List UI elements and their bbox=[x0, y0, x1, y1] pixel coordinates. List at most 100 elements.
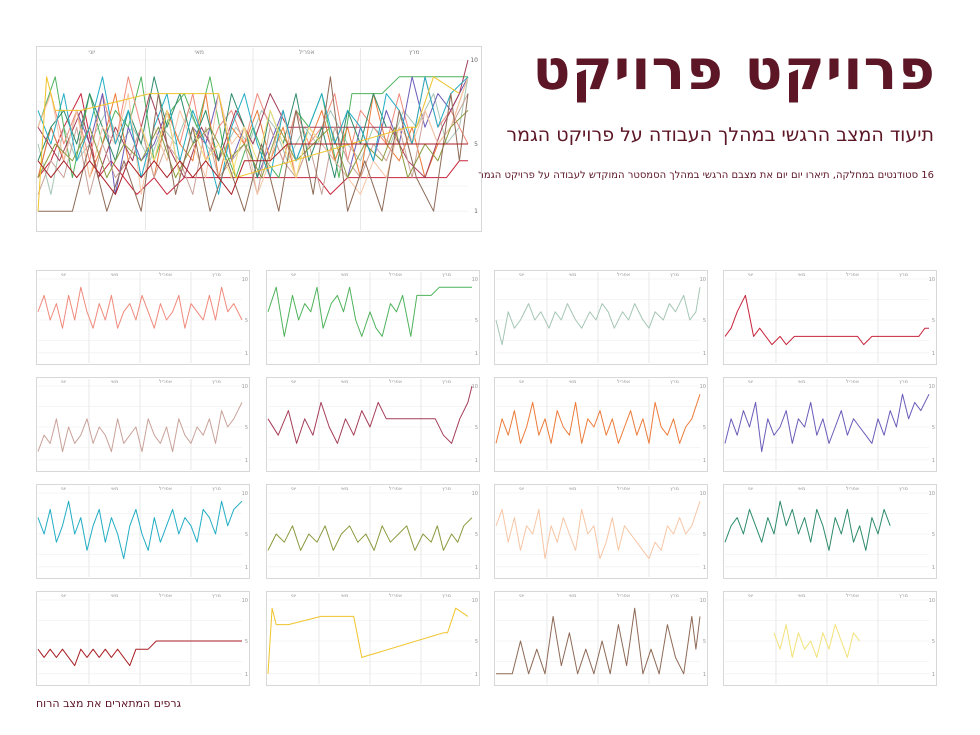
small-multiple-y-tick-label: 5 bbox=[475, 425, 478, 431]
small-multiple-y-tick-label: 5 bbox=[703, 318, 706, 324]
small-multiple-chart: מרץ אפריל מאי יוני 10 5 1 bbox=[36, 377, 250, 472]
small-multiple-y-tick-label: 10 bbox=[929, 491, 935, 497]
main-chart-series-line bbox=[37, 76, 460, 212]
small-multiple-y-tick-label: 5 bbox=[932, 318, 935, 324]
main-chart-month-label: מאי bbox=[195, 49, 204, 56]
small-multiple-month-label: מאי bbox=[341, 272, 349, 278]
small-multiple-series-line bbox=[724, 393, 930, 453]
small-multiple-frame bbox=[494, 484, 708, 579]
small-multiple-month-label: יוני bbox=[519, 486, 525, 492]
small-multiple-y-tick-label: 10 bbox=[472, 384, 478, 390]
small-multiple-month-label: אפריל bbox=[846, 486, 859, 492]
small-multiple-month-label: יוני bbox=[748, 272, 754, 278]
main-chart-y-tick-label: 1 bbox=[474, 208, 478, 215]
small-multiple-month-label: יוני bbox=[519, 593, 525, 599]
small-multiple-y-tick-label: 1 bbox=[475, 672, 478, 678]
small-multiple-month-label: מאי bbox=[798, 486, 806, 492]
small-multiple-month-label: אפריל bbox=[159, 379, 172, 385]
small-multiple-month-label: מרץ bbox=[212, 486, 221, 492]
small-multiple-frame bbox=[36, 377, 250, 472]
small-multiple-y-tick-label: 1 bbox=[245, 565, 248, 571]
small-multiple-month-label: אפריל bbox=[389, 272, 402, 278]
small-multiple-chart: מרץ אפריל מאי יוני 10 5 1 bbox=[494, 270, 708, 365]
small-multiple-y-tick-label: 10 bbox=[929, 598, 935, 604]
small-multiple-month-label: מאי bbox=[569, 272, 577, 278]
main-chart-y-tick-label: 10 bbox=[470, 57, 478, 64]
small-multiple-chart: מרץ אפריל מאי יוני 10 5 1 bbox=[494, 484, 708, 579]
combined-line-chart: מרץ אפריל מאי יוני 10 5 1 bbox=[36, 46, 482, 232]
small-multiple-y-tick-label: 1 bbox=[475, 351, 478, 357]
small-multiple-y-tick-label: 1 bbox=[703, 565, 706, 571]
small-multiple-series-line bbox=[37, 640, 242, 667]
small-multiple-month-label: אפריל bbox=[617, 379, 630, 385]
small-multiple-y-tick-label: 1 bbox=[703, 351, 706, 357]
main-chart-y-tick-label: 5 bbox=[474, 141, 478, 148]
small-multiple-chart: מרץ אפריל מאי יוני 10 5 1 bbox=[266, 377, 480, 472]
small-multiple-y-tick-label: 5 bbox=[245, 532, 248, 538]
main-chart-series-line bbox=[37, 110, 469, 179]
small-multiple-y-tick-label: 1 bbox=[245, 351, 248, 357]
small-multiple-month-label: יוני bbox=[61, 379, 67, 385]
small-multiple-month-label: יוני bbox=[748, 593, 754, 599]
small-multiple-chart: מרץ אפריל מאי יוני 10 5 1 bbox=[494, 377, 708, 472]
small-multiple-frame bbox=[723, 591, 937, 686]
small-multiple-month-label: מאי bbox=[341, 379, 349, 385]
small-multiple-y-tick-label: 10 bbox=[472, 491, 478, 497]
small-multiple-y-tick-label: 1 bbox=[245, 458, 248, 464]
small-multiple-y-tick-label: 5 bbox=[932, 532, 935, 538]
main-chart-month-label: מרץ bbox=[409, 49, 420, 56]
small-multiple-y-tick-label: 1 bbox=[475, 458, 478, 464]
small-multiple-y-tick-label: 5 bbox=[703, 532, 706, 538]
chart-subtitle: תיעוד המצב הרגשי במהלך העבודה על פרויקט … bbox=[506, 124, 934, 146]
small-multiple-series-line bbox=[37, 402, 243, 453]
small-multiple-month-label: מרץ bbox=[899, 272, 908, 278]
small-multiple-month-label: מרץ bbox=[670, 379, 679, 385]
small-multiple-frame bbox=[36, 484, 250, 579]
small-multiple-month-label: יוני bbox=[291, 486, 297, 492]
small-multiple-y-tick-label: 1 bbox=[932, 458, 935, 464]
small-multiple-month-label: מרץ bbox=[442, 272, 451, 278]
small-multiple-month-label: מרץ bbox=[899, 486, 908, 492]
small-multiple-month-label: יוני bbox=[748, 486, 754, 492]
chart-title: פרויקט פרויקט bbox=[532, 38, 936, 103]
main-chart-series-line bbox=[37, 143, 468, 195]
small-multiple-month-label: אפריל bbox=[617, 486, 630, 492]
small-multiple-chart: מרץ אפריל מאי יוני 10 5 1 bbox=[266, 270, 480, 365]
small-multiple-frame bbox=[36, 591, 250, 686]
small-multiple-chart: מרץ אפריל מאי יוני 10 5 1 bbox=[266, 591, 480, 686]
main-chart-series-line bbox=[38, 76, 469, 212]
small-multiple-y-tick-label: 10 bbox=[472, 277, 478, 283]
small-multiple-chart: מרץ אפריל מאי יוני 10 5 1 bbox=[494, 591, 708, 686]
small-multiple-y-tick-label: 1 bbox=[703, 458, 706, 464]
small-multiple-month-label: אפריל bbox=[846, 593, 859, 599]
chart-description: 16 סטודנטים במחלקה, תיארו יום יום את מצב… bbox=[478, 170, 934, 181]
small-multiple-frame bbox=[266, 591, 480, 686]
main-chart-series-line bbox=[140, 109, 323, 179]
small-multiple-frame bbox=[494, 377, 708, 472]
small-multiple-month-label: מרץ bbox=[442, 379, 451, 385]
small-multiple-y-tick-label: 1 bbox=[932, 351, 935, 357]
small-multiple-series-line bbox=[495, 287, 701, 346]
small-multiple-month-label: מרץ bbox=[899, 593, 908, 599]
small-multiple-month-label: מאי bbox=[798, 379, 806, 385]
small-multiple-y-tick-label: 10 bbox=[700, 384, 706, 390]
small-multiple-y-tick-label: 10 bbox=[929, 277, 935, 283]
small-multiple-chart: מרץ אפריל מאי יוני 10 5 1 bbox=[723, 591, 937, 686]
small-multiple-series-line bbox=[724, 500, 891, 551]
small-multiple-series-line bbox=[37, 500, 243, 560]
small-multiple-y-tick-label: 5 bbox=[245, 318, 248, 324]
small-multiple-month-label: אפריל bbox=[159, 272, 172, 278]
small-multiple-series-line bbox=[773, 624, 861, 658]
small-multiple-month-label: מרץ bbox=[212, 593, 221, 599]
small-multiple-y-tick-label: 1 bbox=[475, 565, 478, 571]
small-multiple-month-label: מרץ bbox=[442, 593, 451, 599]
small-multiple-series-line bbox=[724, 294, 929, 346]
small-multiple-month-label: יוני bbox=[291, 593, 297, 599]
small-multiple-chart: מרץ אפריל מאי יוני 10 5 1 bbox=[723, 377, 937, 472]
small-multiple-y-tick-label: 1 bbox=[245, 672, 248, 678]
small-multiple-month-label: יוני bbox=[61, 486, 67, 492]
small-multiple-month-label: מאי bbox=[341, 486, 349, 492]
small-multiple-month-label: מרץ bbox=[899, 379, 908, 385]
main-chart-month-label: יוני bbox=[88, 49, 95, 56]
small-multiple-series-line bbox=[267, 286, 472, 337]
